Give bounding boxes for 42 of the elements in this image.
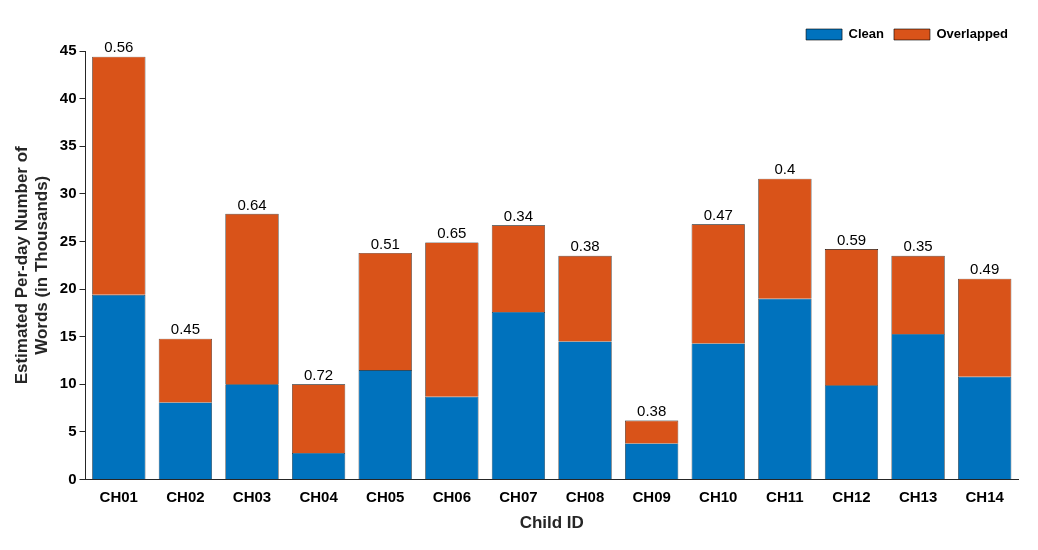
y-tick-label: 10 [59,374,77,392]
annotation: 0.34 [503,206,534,224]
x-tick-label: CH06 [432,487,472,505]
annotation: 0.47 [703,205,733,223]
annotation: 0.38 [637,402,667,420]
annotation: 0.35 [903,237,933,255]
y-tick-label: 20 [59,279,77,297]
x-tick-label: CH10 [699,487,738,505]
annotation: 0.4 [774,160,796,178]
x-tick-label: CH08 [565,487,605,505]
annotation: 0.38 [570,237,600,255]
annotation: 0.45 [170,320,200,338]
x-tick-label: CH11 [766,487,804,505]
annotation: 0.59 [836,230,867,248]
x-tick-label: CH14 [965,487,1005,505]
x-tick-label: CH13 [898,487,938,505]
y-tick-label: 15 [59,326,77,344]
x-tick-label: CH03 [232,487,272,505]
annotation: 0.64 [237,195,267,213]
annotation: 0.49 [970,260,1000,278]
y-tick-label: 0 [68,469,77,487]
annotation: 0.72 [304,366,334,383]
x-tick-label: CH05 [366,487,405,505]
x-tick-label: CH12 [832,487,871,505]
x-tick-label: CH02 [166,487,205,505]
x-tick-label: CH07 [499,487,538,505]
annotation: 0.51 [370,234,400,252]
legend-label: Overlapped [936,26,1009,42]
legend-label: Clean [848,26,885,42]
y-tick-label: 40 [59,88,77,106]
x-tick-label: CH09 [632,487,671,505]
y-tick-label: 35 [59,136,77,154]
annotation: 0.65 [437,224,467,242]
x-tick-label: CH04 [299,487,339,505]
x-tick-label: CH01 [99,487,138,505]
annotation: 0.56 [104,38,134,56]
x-axis-title: Child ID [519,513,584,533]
y-tick-label: 30 [59,184,77,202]
y-tick-label: 45 [59,41,77,59]
y-axis-title: Estimated Per-day Number of Words (in Thousands) [11,145,52,385]
y-tick-label: 25 [59,231,77,249]
y-tick-label: 5 [68,422,77,440]
